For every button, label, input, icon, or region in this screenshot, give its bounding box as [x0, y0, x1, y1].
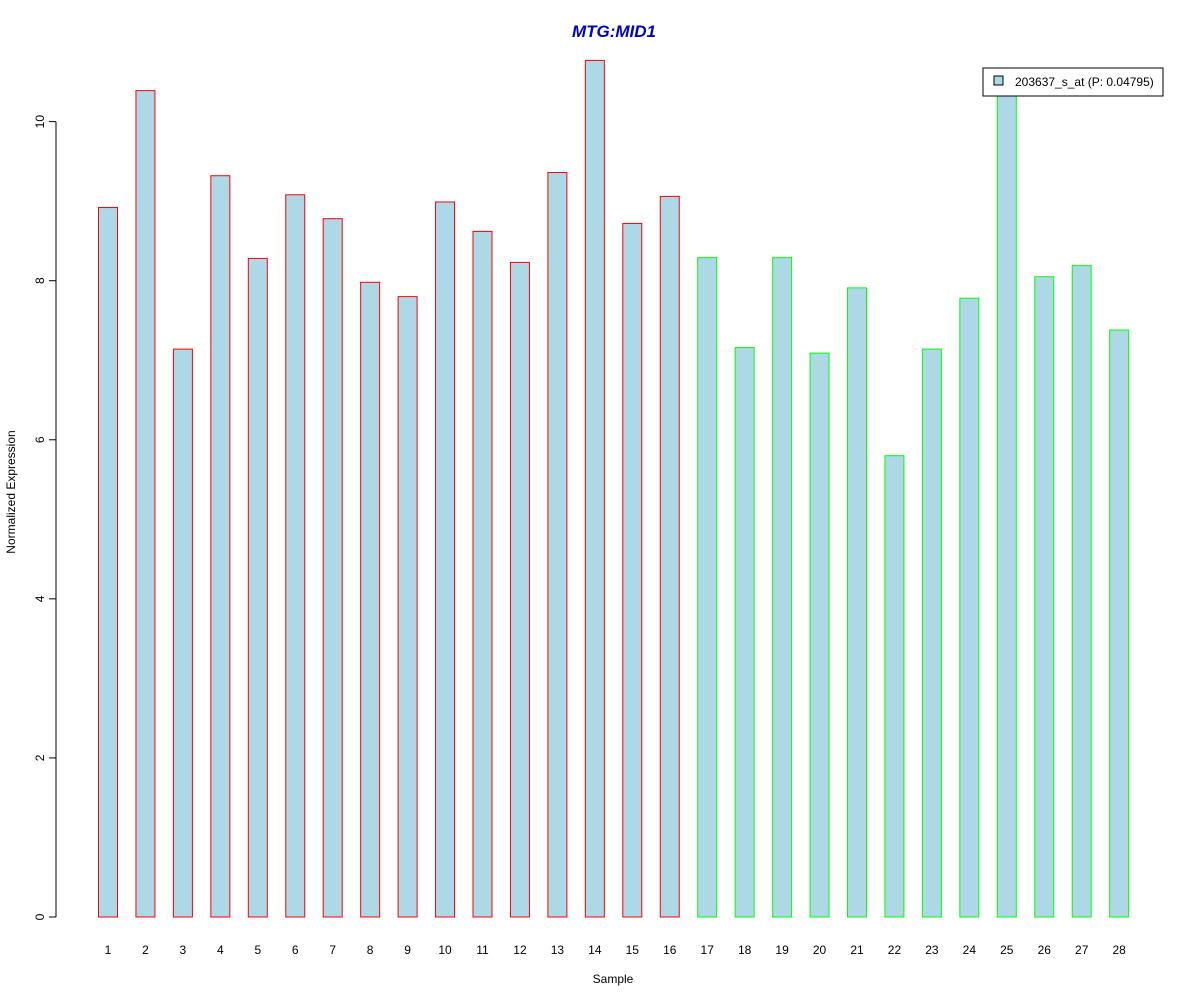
x-tick-label: 8: [367, 943, 374, 957]
legend-entry-label: 203637_s_at (P: 0.04795): [1015, 75, 1154, 89]
bars: [98, 59, 1130, 918]
x-axis-ticks: 1 2 3 4 5 6 7 8 9 10 11 12 13 14 15 16 17 18 19 20 21 22 23 24 2…: [105, 943, 1126, 957]
bar-sample-5: [247, 257, 268, 918]
bar-sample-23: [921, 348, 942, 918]
y-tick-label: 0: [33, 913, 47, 920]
x-tick-label: 28: [1112, 943, 1126, 957]
bar-sample-28: [1109, 329, 1130, 918]
x-tick-label: 12: [513, 943, 527, 957]
y-tick-label: 6: [33, 436, 47, 443]
x-tick-label: 21: [850, 943, 864, 957]
x-tick-label: 23: [925, 943, 939, 957]
x-tick-label: 19: [775, 943, 789, 957]
y-axis-label: Normalized Expression: [4, 430, 18, 553]
x-tick-label: 7: [329, 943, 336, 957]
legend-swatch: [993, 75, 1004, 86]
bar-sample-21: [847, 287, 867, 918]
bar-sample-24: [959, 297, 980, 918]
y-tick-label: 8: [33, 277, 47, 284]
x-tick-label: 6: [292, 943, 299, 957]
x-tick-label: 16: [663, 943, 677, 957]
y-tick-label: 10: [33, 115, 47, 129]
x-tick-label: 15: [626, 943, 640, 957]
x-tick-label: 2: [142, 943, 149, 957]
bar-sample-6: [285, 194, 306, 918]
x-tick-label: 20: [813, 943, 827, 957]
x-axis-label: Sample: [593, 972, 634, 986]
legend-box: [982, 67, 1164, 97]
bar-sample-10: [435, 201, 456, 918]
bar-sample-26: [1034, 276, 1055, 918]
x-tick-label: 3: [180, 943, 187, 957]
bar-sample-11: [472, 230, 493, 918]
x-tick-label: 25: [1000, 943, 1014, 957]
x-tick-label: 13: [551, 943, 565, 957]
x-tick-label: 24: [963, 943, 977, 957]
bar-sample-7: [322, 218, 343, 918]
x-tick-label: 26: [1038, 943, 1052, 957]
bar-sample-3: [172, 348, 193, 918]
bar-sample-18: [734, 347, 755, 918]
bar-sample-20: [809, 352, 830, 918]
x-tick-label: 4: [217, 943, 224, 957]
y-tick-label: 2: [33, 754, 47, 761]
x-tick-label: 9: [404, 943, 411, 957]
x-tick-label: 17: [701, 943, 715, 957]
bar-sample-25: [996, 85, 1017, 918]
bar-sample-8: [360, 281, 381, 918]
x-tick-label: 18: [738, 943, 752, 957]
x-tick-label: 22: [888, 943, 902, 957]
bar-sample-17: [697, 257, 718, 918]
bar-sample-22: [884, 455, 905, 918]
y-tick-label: 4: [33, 595, 47, 602]
bar-sample-12: [509, 261, 530, 918]
bar-sample-19: [772, 257, 793, 918]
y-axis: 0 2 4 6 8 10: [33, 115, 57, 920]
x-tick-label: 10: [438, 943, 452, 957]
bar-sample-14: [584, 59, 605, 918]
bar-sample-27: [1071, 265, 1092, 918]
x-tick-label: 27: [1075, 943, 1089, 957]
bar-sample-15: [622, 222, 643, 918]
bar-sample-9: [397, 296, 418, 918]
bar-sample-1: [98, 207, 118, 918]
x-tick-label: 11: [476, 943, 489, 957]
x-tick-label: 14: [588, 943, 602, 957]
x-tick-label: 1: [105, 943, 112, 957]
bar-sample-4: [210, 175, 231, 918]
chart-title: MTG:MID1: [572, 22, 656, 41]
x-tick-label: 5: [254, 943, 261, 957]
legend: 203637_s_at (P: 0.04795): [982, 67, 1164, 97]
bar-sample-16: [659, 195, 680, 918]
bar-sample-2: [135, 90, 156, 918]
bar-sample-13: [547, 172, 568, 918]
